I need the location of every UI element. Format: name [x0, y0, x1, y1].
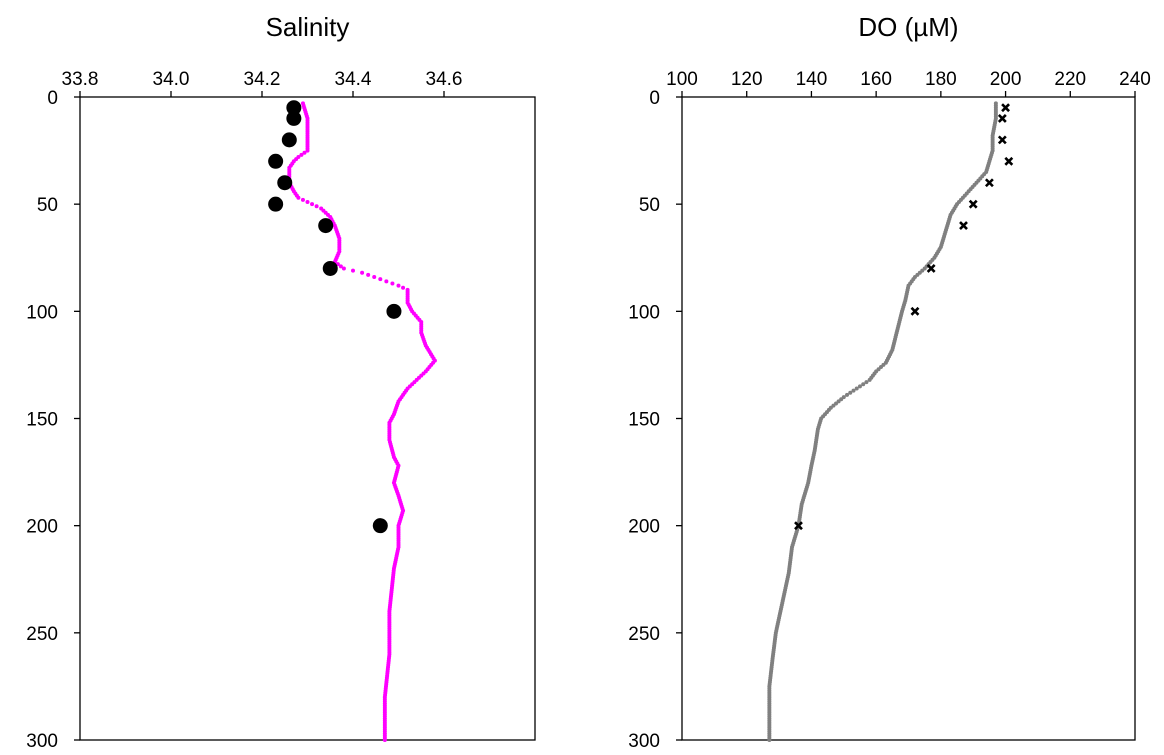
do-profile-point	[845, 392, 850, 397]
salinity-profile-point	[401, 285, 406, 290]
salinity-profile-point	[299, 152, 304, 157]
salinity-profile-point	[382, 738, 387, 742]
do-plot-frame	[681, 96, 1136, 741]
salinity-profile-point	[372, 275, 377, 280]
salinity-profile-point	[366, 272, 371, 277]
do-bottle-sample-point	[997, 114, 1007, 123]
salinity-x-tick-label: 34.0	[153, 69, 190, 90]
do-bottle-sample-point	[926, 264, 936, 273]
salinity-x-tick-label: 34.4	[335, 69, 372, 90]
salinity-y-tick-label: 0	[47, 88, 58, 109]
do-x-tick-label: 160	[860, 69, 892, 90]
salinity-panel: Salinity 33.8 34.0 34.2 34.4 34.6 0 50 100 150 2…	[26, 12, 536, 752]
do-y-tick-label: 0	[649, 88, 660, 109]
do-y-tick-label: 150	[628, 410, 660, 431]
salinity-x-axis: 33.8 34.0 34.2 34.4 34.6	[62, 69, 463, 97]
salinity-profile-point	[300, 197, 305, 202]
salinity-profile-point	[296, 195, 301, 200]
do-y-tick-label: 200	[628, 517, 660, 538]
salinity-bottle-sample-point	[318, 218, 334, 234]
salinity-plot-frame	[79, 96, 536, 741]
salinity-x-tick-label: 34.6	[426, 69, 463, 90]
salinity-profile-point	[384, 279, 389, 284]
salinity-profile-point	[338, 264, 343, 269]
do-title: DO (µM)	[858, 12, 958, 42]
salinity-bottle-sample-point	[277, 175, 293, 191]
do-data	[767, 101, 1014, 742]
do-y-tick-label: 100	[628, 302, 660, 323]
do-x-tick-label: 200	[990, 69, 1022, 90]
salinity-profile-point	[378, 277, 383, 282]
do-bottle-sample-point	[910, 306, 920, 316]
salinity-bottle-sample-point	[372, 518, 388, 534]
do-bottle-sample-point	[997, 135, 1007, 145]
do-x-tick-label: 240	[1119, 69, 1151, 90]
salinity-x-tick-label: 34.2	[244, 69, 281, 90]
salinity-profile-point	[351, 268, 355, 273]
salinity-y-tick-label: 200	[26, 517, 58, 538]
salinity-y-tick-label: 250	[26, 624, 58, 645]
do-bottle-sample-point	[794, 521, 803, 531]
salinity-y-axis: 0 50 100 150 200 250 300	[26, 88, 80, 752]
do-x-tick-label: 220	[1054, 69, 1086, 90]
salinity-y-tick-label: 150	[26, 410, 58, 431]
do-bottle-sample-point	[959, 221, 968, 231]
do-profile-point	[867, 377, 872, 382]
do-profile-point	[861, 382, 866, 387]
do-x-tick-label: 100	[666, 69, 698, 90]
salinity-bottle-sample-point	[286, 100, 302, 116]
do-profile-point	[767, 738, 772, 742]
salinity-profile-point	[310, 202, 315, 207]
do-x-axis: 100 120 140 160 180 200 220 240	[666, 69, 1151, 97]
salinity-x-tick-label: 33.8	[62, 69, 99, 90]
salinity-bottle-sample-point	[386, 303, 402, 319]
do-y-axis: 0 50 100 150 200 250 300	[628, 88, 682, 752]
salinity-title: Salinity	[266, 12, 350, 42]
salinity-y-tick-label: 100	[26, 302, 58, 323]
salinity-profile-point	[305, 200, 310, 205]
salinity-profile-point	[341, 266, 346, 271]
salinity-bottle-sample-point	[281, 132, 297, 148]
salinity-profile-point	[390, 281, 395, 286]
salinity-profile-point	[302, 150, 307, 155]
salinity-profile-point	[314, 204, 319, 209]
do-profile-point	[857, 384, 862, 389]
do-bottle-sample-point	[1001, 103, 1010, 113]
do-bottle-sample-point	[1004, 156, 1014, 166]
do-x-tick-label: 120	[731, 69, 763, 90]
salinity-y-tick-label: 50	[37, 195, 58, 216]
salinity-bottle-sample-point	[268, 153, 284, 169]
do-y-tick-label: 50	[639, 195, 660, 216]
salinity-profile-point	[396, 283, 401, 288]
do-bottle-sample-point	[984, 178, 994, 188]
do-profile-point	[851, 388, 856, 393]
do-bottle-sample-point	[968, 199, 978, 209]
salinity-profile-point	[360, 270, 365, 275]
do-profile-point	[864, 380, 869, 385]
do-y-tick-label: 300	[628, 731, 660, 752]
salinity-profile-point	[305, 148, 310, 153]
do-profile-point	[854, 386, 859, 391]
salinity-y-tick-label: 300	[26, 731, 58, 752]
salinity-bottle-sample-point	[286, 110, 302, 126]
do-y-tick-label: 250	[628, 624, 660, 645]
salinity-data	[268, 100, 437, 742]
do-x-tick-label: 140	[796, 69, 828, 90]
salinity-bottle-sample-point	[268, 196, 284, 212]
do-profile-point	[848, 390, 853, 395]
salinity-bottle-sample-point	[322, 260, 338, 276]
do-x-tick-label: 180	[925, 69, 957, 90]
do-panel: DO (µM) 100 120 140 160 180 200 220 240 0501001…	[628, 12, 1151, 752]
